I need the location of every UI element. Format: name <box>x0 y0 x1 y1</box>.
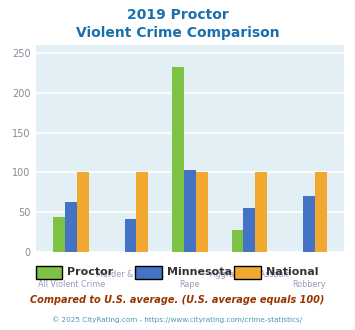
Text: Proctor: Proctor <box>67 267 114 277</box>
Bar <box>77 173 89 252</box>
Bar <box>303 196 315 252</box>
Text: © 2025 CityRating.com - https://www.cityrating.com/crime-statistics/: © 2025 CityRating.com - https://www.city… <box>53 317 302 323</box>
Bar <box>231 230 244 252</box>
Text: All Violent Crime: All Violent Crime <box>38 280 105 289</box>
Bar <box>125 219 136 252</box>
Text: Compared to U.S. average. (U.S. average equals 100): Compared to U.S. average. (U.S. average … <box>30 295 325 305</box>
Bar <box>65 202 77 252</box>
Bar <box>172 67 184 252</box>
Text: Aggravated Assault: Aggravated Assault <box>210 270 289 279</box>
Bar <box>244 209 255 252</box>
Bar <box>136 173 148 252</box>
Bar <box>196 173 208 252</box>
Text: Violent Crime Comparison: Violent Crime Comparison <box>76 26 279 40</box>
Bar <box>184 170 196 252</box>
Text: Minnesota: Minnesota <box>167 267 232 277</box>
Bar <box>255 173 267 252</box>
Bar <box>315 173 327 252</box>
Text: 2019 Proctor: 2019 Proctor <box>127 8 228 22</box>
Text: Robbery: Robbery <box>292 280 326 289</box>
Bar <box>53 217 65 252</box>
Text: Murder & Mans...: Murder & Mans... <box>96 270 165 279</box>
Text: National: National <box>266 267 319 277</box>
Text: Rape: Rape <box>180 280 200 289</box>
